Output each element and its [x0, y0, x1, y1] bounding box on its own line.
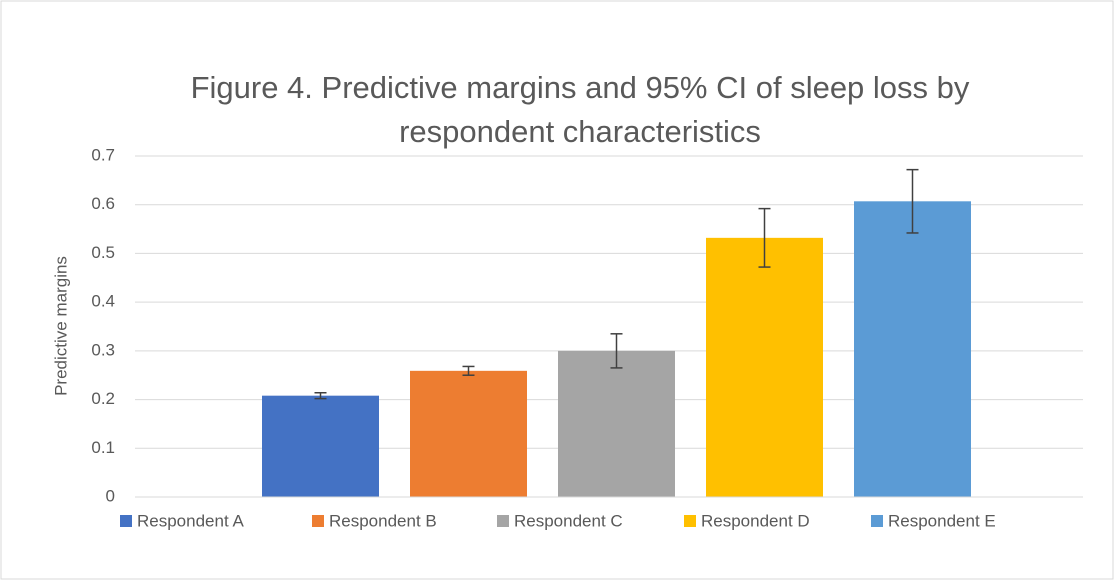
y-axis-label: Predictive margins: [51, 256, 70, 396]
y-tick-label: 0.3: [91, 340, 115, 359]
legend-label: Respondent A: [137, 511, 244, 530]
bar: [854, 201, 971, 497]
legend-swatch: [684, 515, 696, 527]
legend-label: Respondent E: [888, 511, 996, 530]
y-tick-label: 0.6: [91, 194, 115, 213]
y-tick-label: 0.7: [91, 145, 115, 164]
legend-swatch: [871, 515, 883, 527]
legend-swatch: [312, 515, 324, 527]
legend-swatch: [497, 515, 509, 527]
y-tick-label: 0.1: [91, 438, 115, 457]
y-tick-label: 0.4: [91, 292, 115, 311]
legend-swatch: [120, 515, 132, 527]
legend-label: Respondent C: [514, 511, 623, 530]
y-tick-label: 0.2: [91, 389, 115, 408]
bar: [410, 370, 527, 497]
y-tick-label: 0: [106, 486, 115, 505]
bar: [706, 237, 823, 497]
bar: [262, 395, 379, 497]
legend-label: Respondent D: [701, 511, 810, 530]
legend-label: Respondent B: [329, 511, 437, 530]
chart-title: Figure 4. Predictive margins and 95% CI …: [190, 70, 970, 149]
bar: [558, 350, 675, 497]
y-tick-label: 0.5: [91, 243, 115, 262]
